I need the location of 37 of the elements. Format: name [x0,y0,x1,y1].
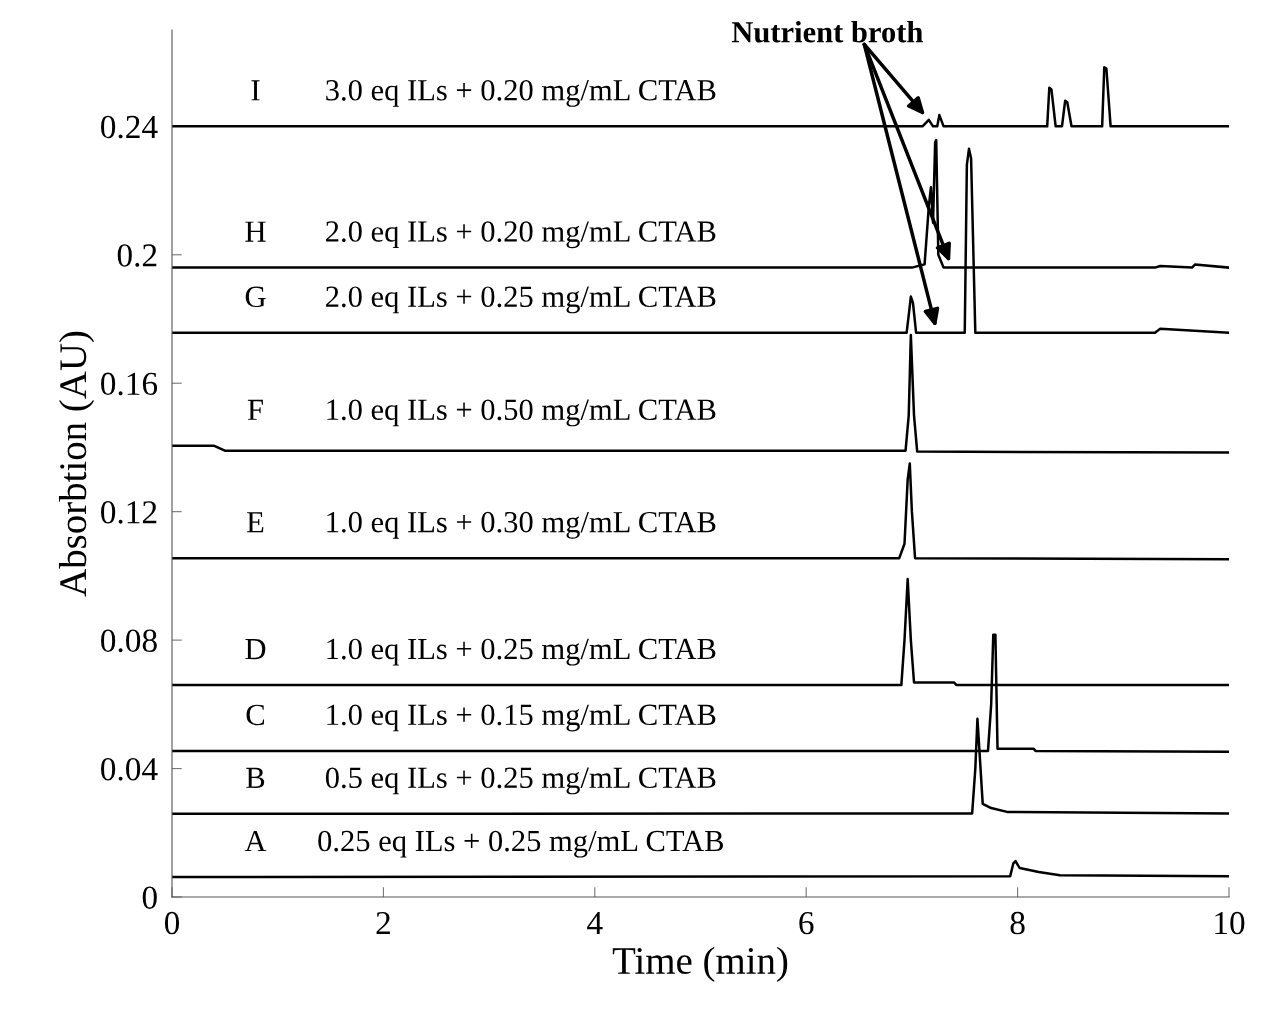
y-tick-label: 0.2 [117,244,157,267]
y-tick-label: 0.04 [101,757,158,781]
series-label: A [244,830,267,852]
x-tick-label: 4 [587,912,603,935]
annotation: 3.0 eq ILs + 0.20 mg/mL CTAB [326,79,716,107]
x-tick-label: 0 [164,911,180,935]
line-series [172,859,1229,879]
y-tick-label: 0 [142,886,157,909]
annotation: 0.25 eq ILs + 0.25 mg/mL CTAB [318,830,724,858]
annotation: 1.0 eq ILs + 0.50 mg/mL CTAB [327,399,716,427]
annotation: 0.5 eq ILs + 0.25 mg/mL CTAB [325,767,716,795]
line-series [172,462,1229,561]
y-tick-label: 0.16 [101,372,158,396]
y-tick-label: 0.12 [101,501,157,524]
y-tick-label: 0.24 [101,115,158,139]
series-label: D [245,639,266,660]
annotation: 2.0 eq ILs + 0.20 mg/mL CTAB [326,221,716,249]
series-label: H [245,221,266,242]
annotation: 1.0 eq ILs + 0.25 mg/mL CTAB [327,638,716,666]
series-label: E [247,512,264,533]
annotation: 2.0 eq ILs + 0.25 mg/mL CTAB [326,286,716,314]
annotation: 1.0 eq ILs + 0.30 mg/mL CTAB [327,511,716,539]
line-series [172,333,1229,454]
x-axis-title: Time (min) [612,946,788,982]
y-tick-label: 0.08 [101,629,157,653]
series-label: G [245,286,266,308]
series-label: C [246,704,265,726]
annotation: Nutrient broth [731,20,923,43]
series-label: F [247,399,263,420]
x-tick-label: 6 [799,911,814,935]
x-tick-label: 8 [1010,911,1025,935]
series-label: I [251,80,260,101]
y-axis-title: Absorbtion (AU) [58,331,95,597]
annotation: 1.0 eq ILs + 0.15 mg/mL CTAB [327,704,716,732]
series-label: B [246,767,265,788]
x-tick-label: 2 [376,911,390,935]
x-tick-label: 10 [1215,911,1245,935]
